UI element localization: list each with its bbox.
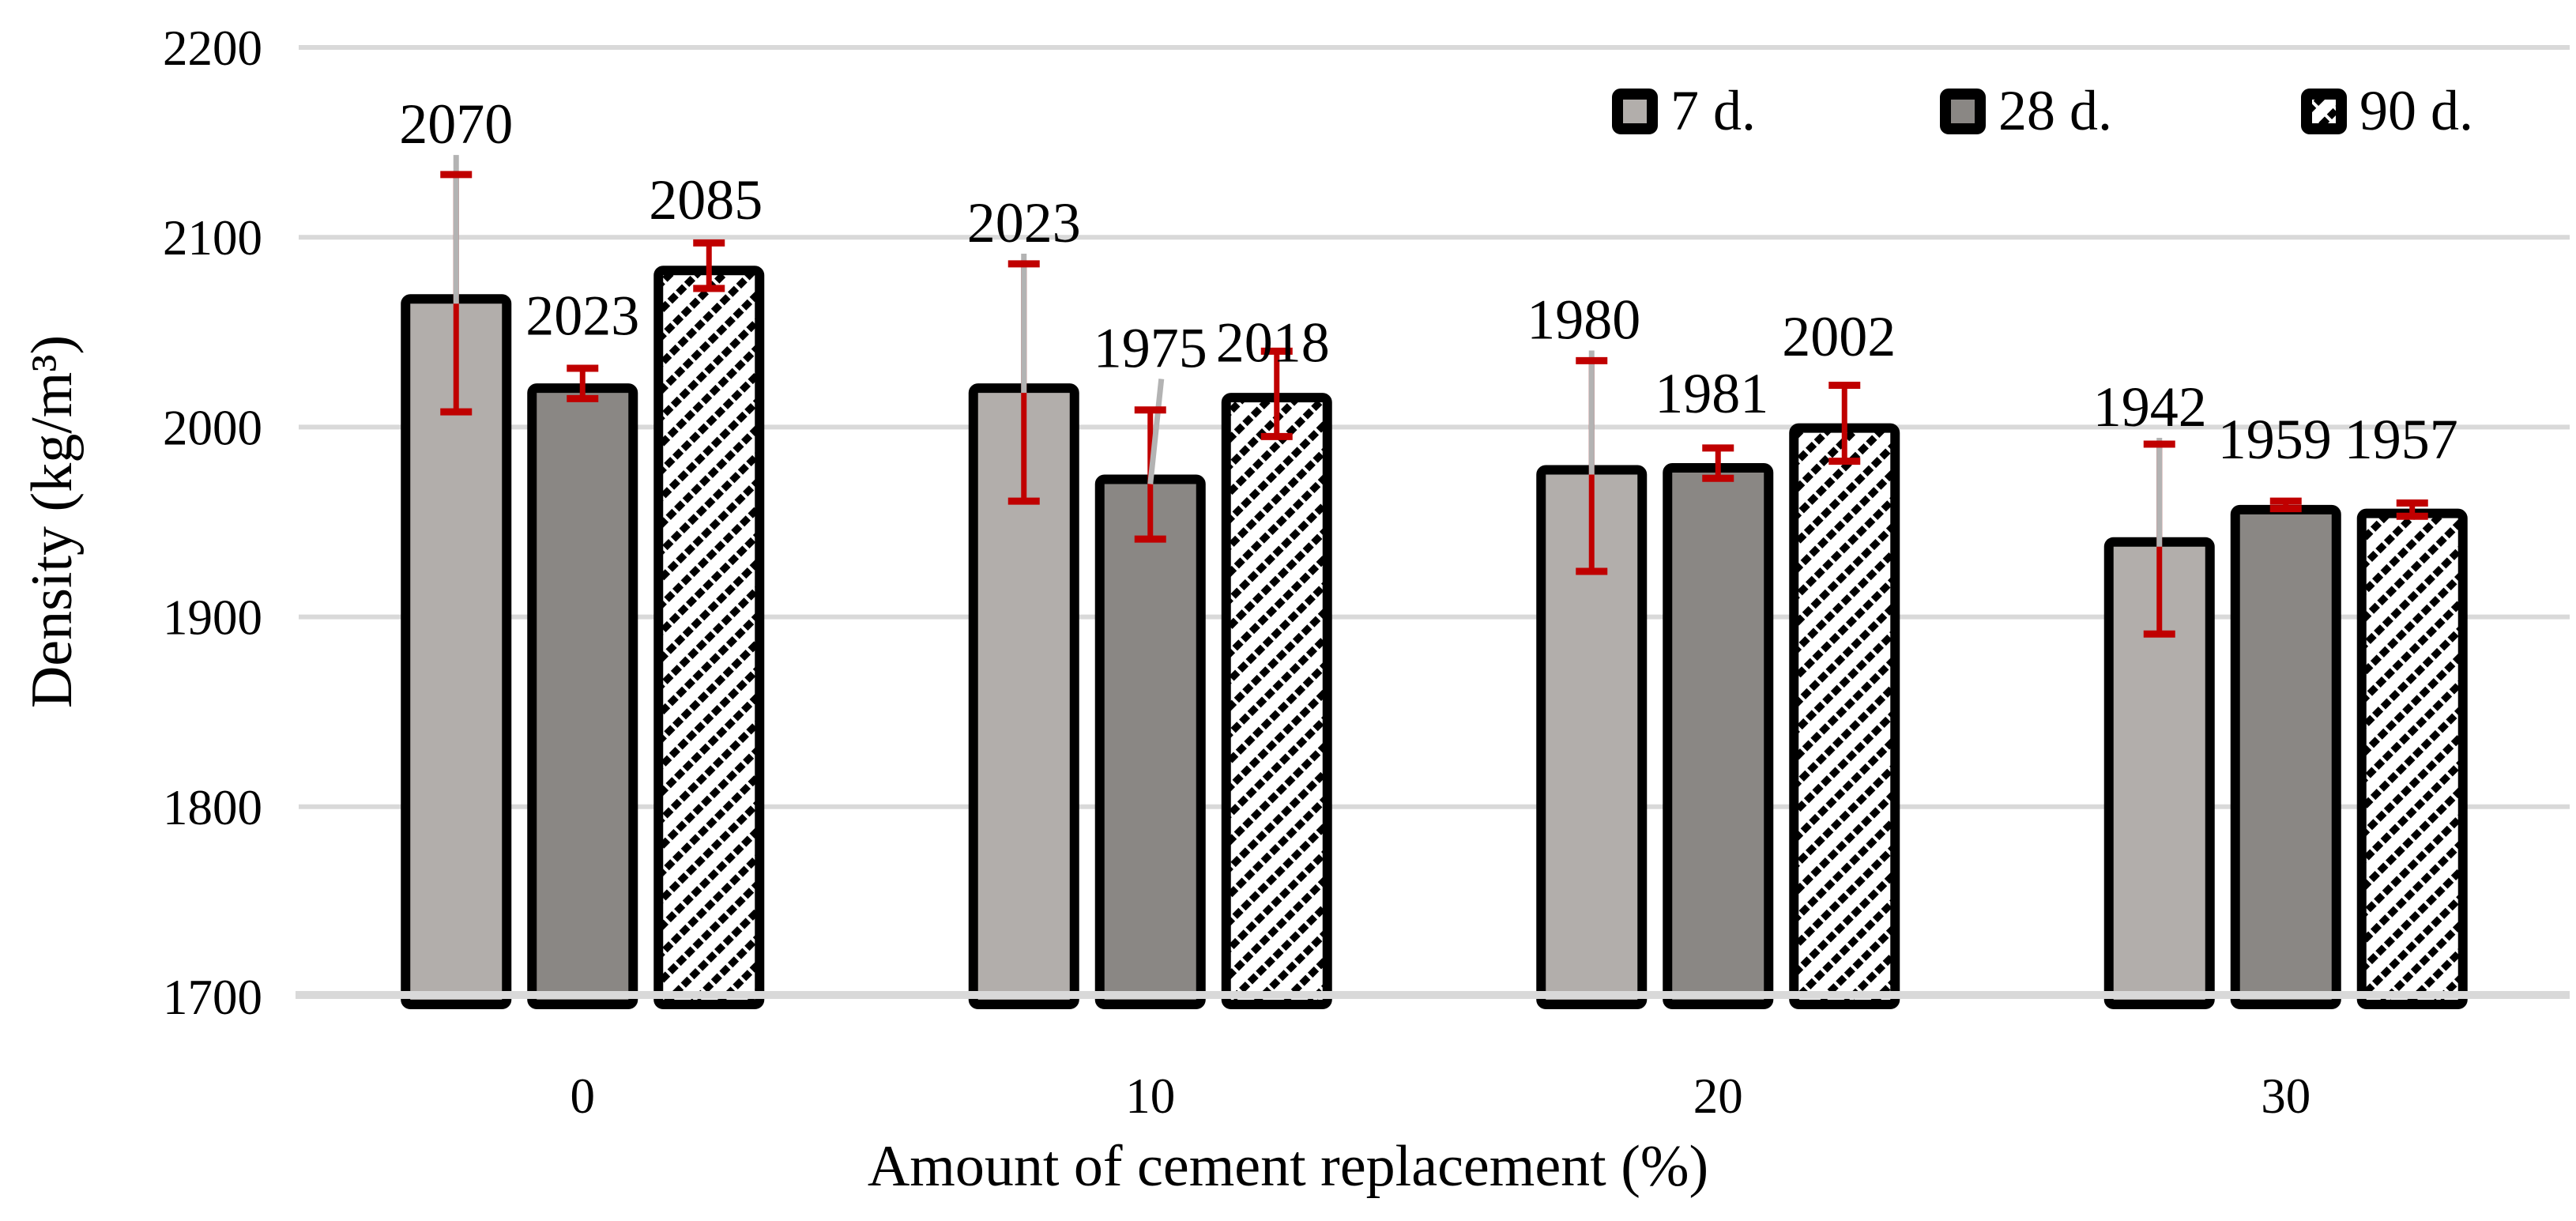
legend-item-90d: 90 d.: [2301, 79, 2473, 142]
x-category-label-10: 10: [1125, 1068, 1175, 1124]
bar-value-label: 2018: [1216, 311, 1330, 374]
legend-label: 90 d.: [2359, 79, 2473, 142]
legend-swatch: [2301, 89, 2347, 134]
x-category-label-30: 30: [2261, 1068, 2310, 1124]
bar-90d-cat30: [2356, 508, 2468, 1009]
y-tick-label-2000: 2000: [163, 400, 262, 455]
bar-value-label: 2002: [1782, 305, 1896, 368]
y-tick-label-2200: 2200: [163, 21, 262, 76]
x-category-label-20: 20: [1693, 1068, 1743, 1124]
legend-item-28d: 28 d.: [1940, 79, 2112, 142]
bar-value-label: 2023: [967, 191, 1081, 254]
y-tick-label-1700: 1700: [163, 970, 262, 1025]
bar-value-label: 2070: [399, 92, 513, 156]
legend-label: 28 d.: [1998, 79, 2112, 142]
y-tick-label-2100: 2100: [163, 210, 262, 266]
label-leader-line: [1147, 379, 1165, 484]
bar-value-label: 1942: [2093, 375, 2207, 439]
bar-28d-cat30: [2230, 504, 2341, 1009]
y-axis-title: Density (kg/m³): [20, 335, 85, 708]
bar-28d-cat0: [527, 383, 638, 1009]
y-tick-label-1900: 1900: [163, 590, 262, 646]
bar-90d-cat20: [1789, 423, 1900, 1009]
bar-90d-cat0: [653, 266, 765, 1010]
bar-28d-cat10: [1094, 474, 1206, 1009]
legend-swatch: [1940, 89, 1986, 134]
legend-swatch: [1612, 89, 1658, 134]
bar-value-label: 1957: [2344, 408, 2458, 471]
bar-value-label: 1959: [2218, 408, 2332, 471]
legend-label: 7 d.: [1670, 79, 1756, 142]
x-axis-title: Amount of cement replacement (%): [868, 1134, 1708, 1199]
bar-28d-cat20: [1663, 463, 1774, 1009]
bar-value-label: 1981: [1655, 362, 1768, 425]
bar-value-label: 1980: [1527, 288, 1640, 351]
bar-value-label: 1975: [1094, 317, 1207, 380]
legend-item-7d: 7 d.: [1612, 79, 1756, 142]
bar-90d-cat10: [1221, 393, 1332, 1009]
bar-value-label: 2023: [525, 285, 639, 348]
bar-value-label: 2085: [649, 168, 763, 232]
x-category-label-0: 0: [571, 1068, 596, 1124]
y-tick-label-1800: 1800: [163, 780, 262, 835]
